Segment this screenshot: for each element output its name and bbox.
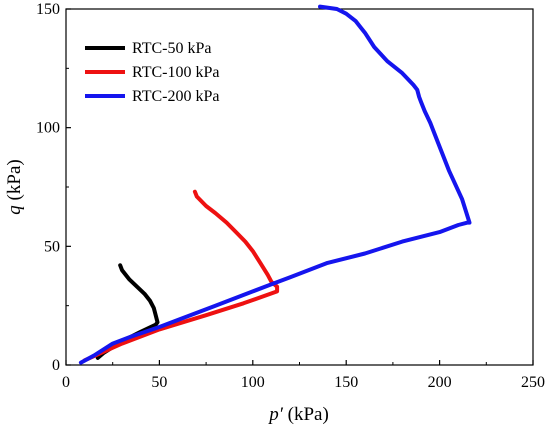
y-axis-title: q (kPa) bbox=[4, 159, 25, 214]
series-line-1 bbox=[95, 263, 160, 360]
legend-label-1: RTC-50 kPa bbox=[132, 40, 211, 57]
axes: 0 50 100 150 200 250 0 50 100 150 bbox=[36, 1, 545, 391]
x-tick-label: 100 bbox=[241, 374, 265, 391]
y-tick-label: 50 bbox=[44, 238, 60, 255]
x-tick-label: 150 bbox=[334, 374, 358, 391]
x-tick-label: 50 bbox=[151, 374, 167, 391]
series-line-3 bbox=[78, 4, 472, 365]
y-tick-label: 0 bbox=[52, 357, 60, 374]
legend: RTC-50 kPa RTC-100 kPa RTC-200 kPa bbox=[85, 40, 219, 105]
x-axis-variable: p′ bbox=[267, 404, 284, 425]
y-tick-label: 150 bbox=[36, 1, 60, 18]
x-tick-label: 200 bbox=[428, 374, 452, 391]
plot-frame bbox=[65, 8, 534, 366]
x-axis-unit: (kPa) bbox=[283, 404, 329, 425]
x-tick-label: 0 bbox=[62, 374, 70, 391]
y-axis-unit: (kPa) bbox=[4, 159, 25, 205]
series-line-2 bbox=[82, 189, 280, 363]
plot-area bbox=[78, 4, 472, 365]
y-tick-label: 100 bbox=[36, 120, 60, 137]
x-axis-title: p′ (kPa) bbox=[267, 404, 329, 425]
legend-label-3: RTC-200 kPa bbox=[132, 88, 219, 105]
y-axis-variable: q bbox=[4, 205, 25, 215]
x-tick-label: 250 bbox=[521, 374, 545, 391]
legend-label-2: RTC-100 kPa bbox=[132, 64, 219, 81]
